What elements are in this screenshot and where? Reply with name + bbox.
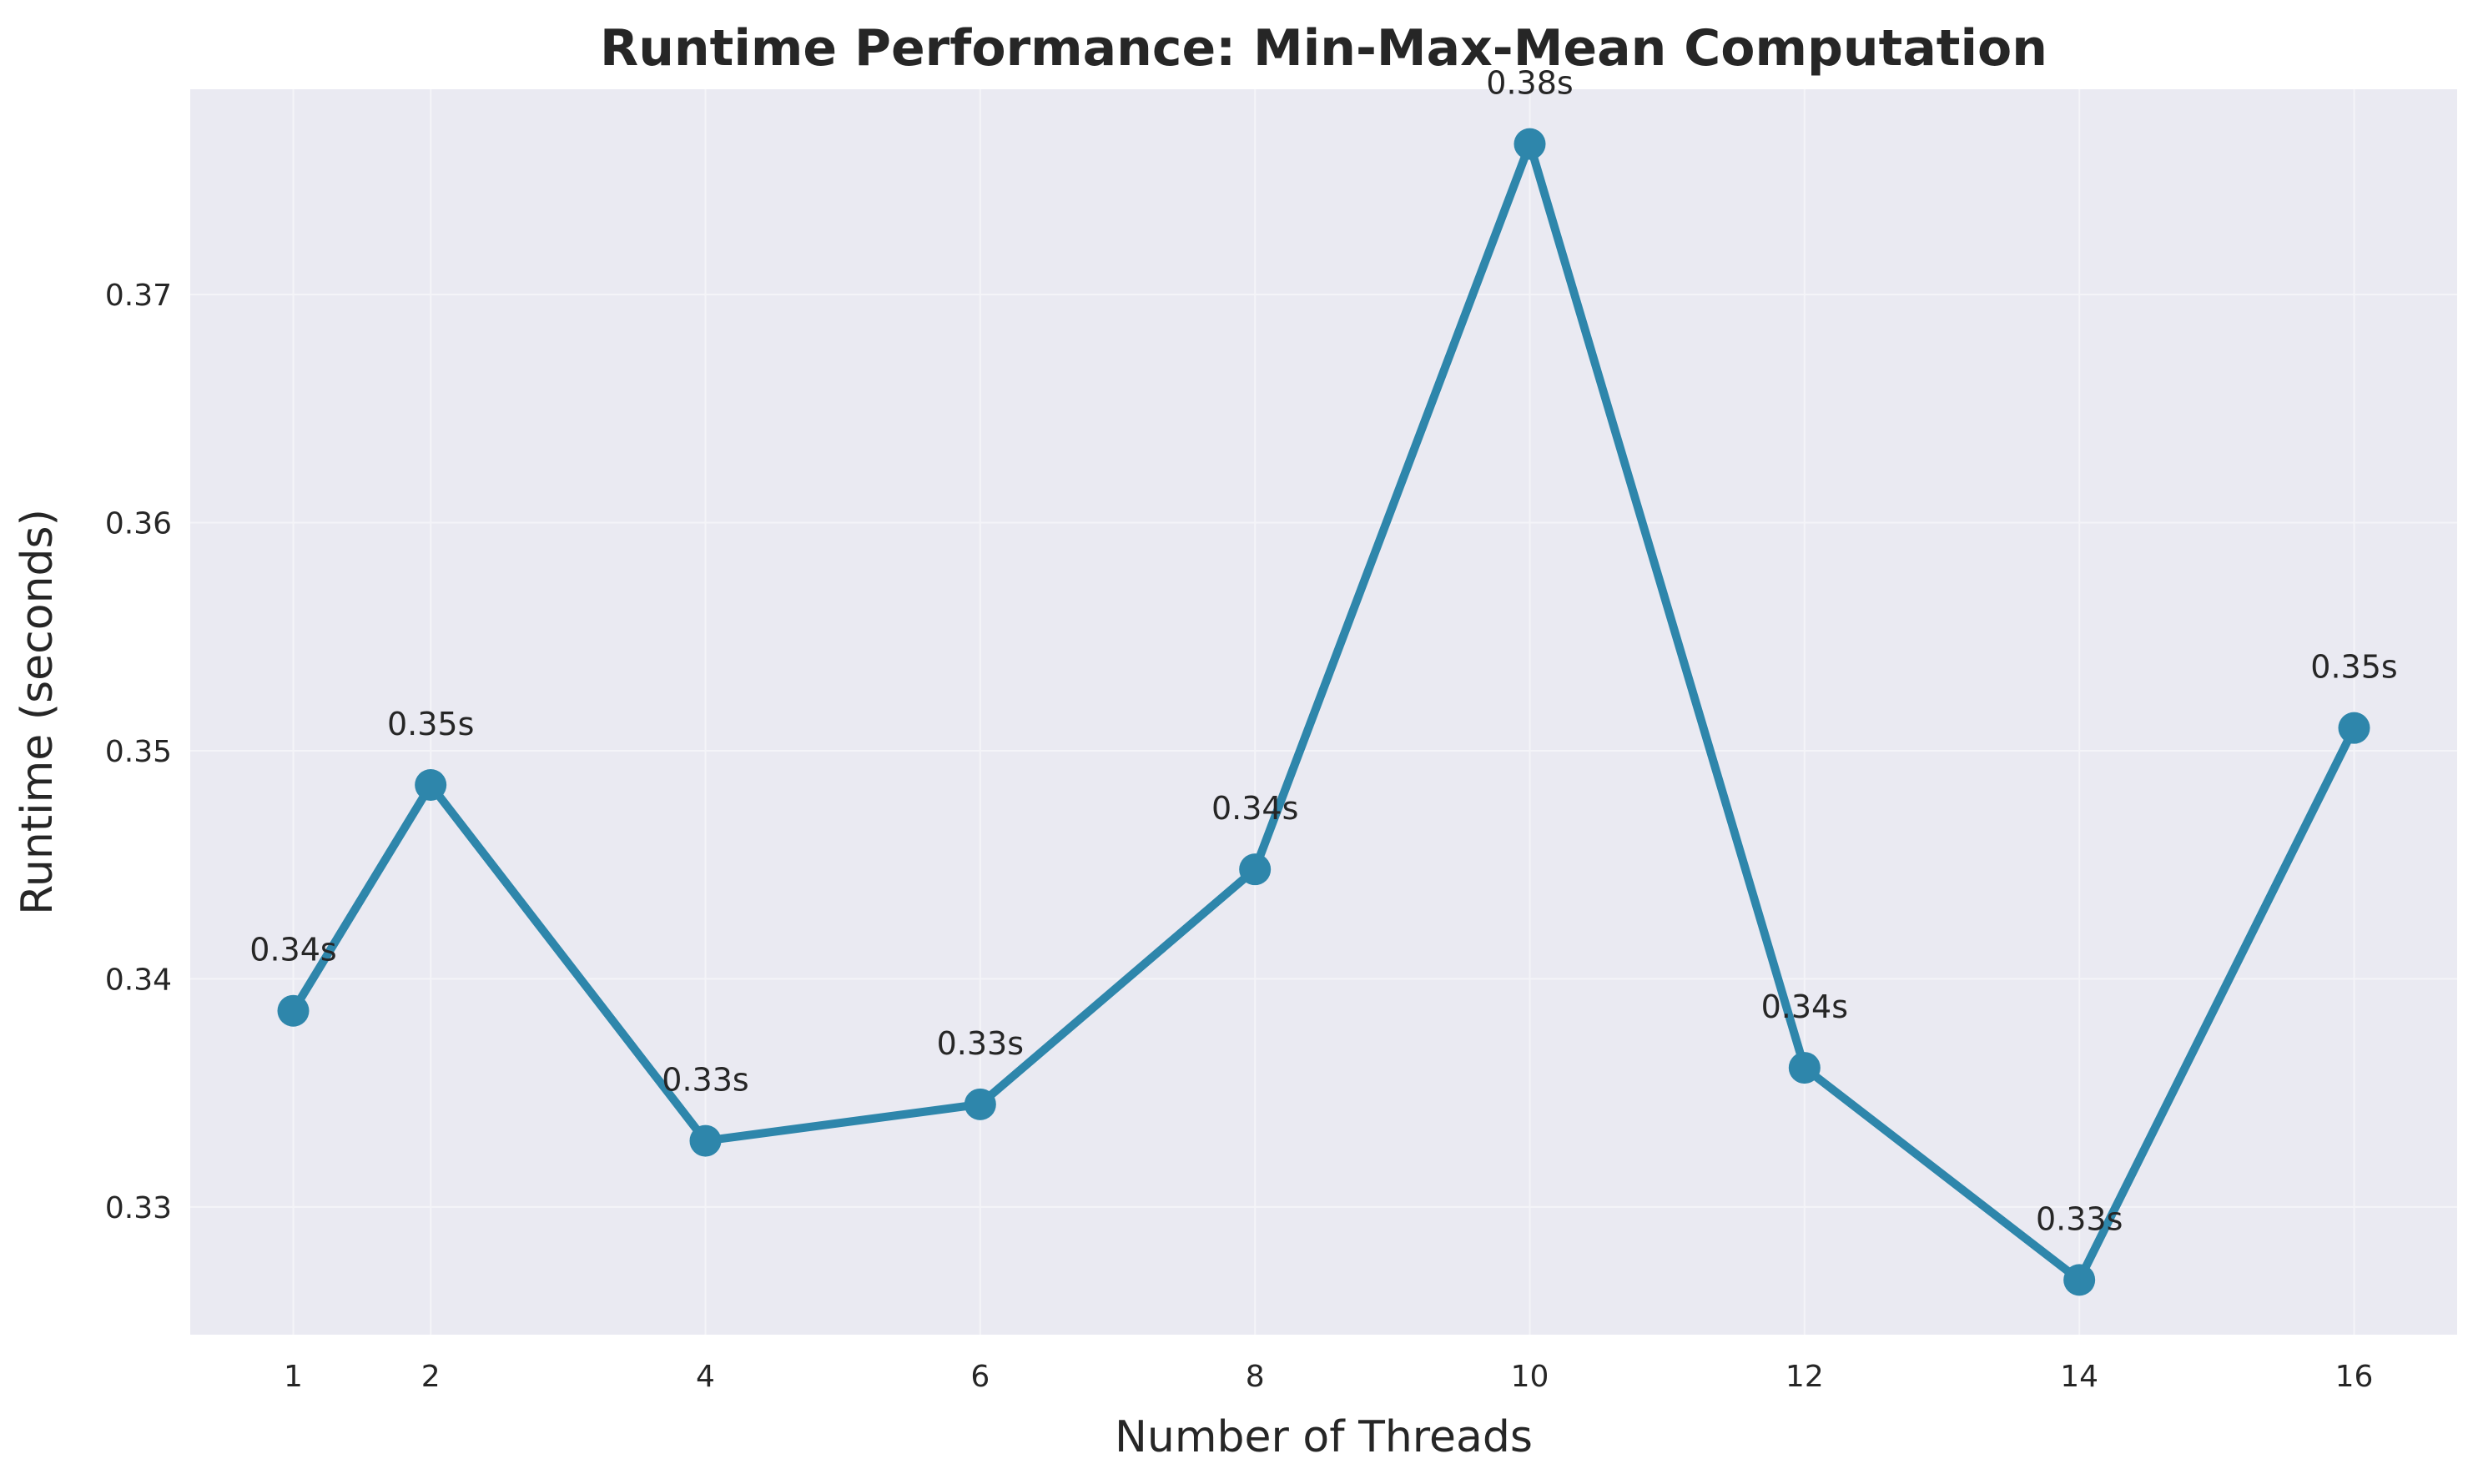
data-point — [277, 994, 310, 1027]
data-labels: 0.34s 0.35s 0.33s 0.33s 0.34s 0.38s 0.34s 0.33s… — [249, 65, 2397, 1238]
grid-lines — [190, 89, 2457, 1335]
data-label: 0.34s — [249, 932, 336, 968]
data-label: 0.33s — [937, 1025, 1024, 1062]
x-tick-label: 1 — [284, 1360, 303, 1394]
x-tick-label: 10 — [1511, 1360, 1549, 1394]
data-point — [1239, 853, 1272, 886]
data-point — [2063, 1264, 2096, 1296]
data-label: 0.35s — [2310, 649, 2397, 686]
x-tick-label: 14 — [2060, 1360, 2098, 1394]
data-label: 0.35s — [387, 706, 474, 742]
y-axis-label: Runtime (seconds) — [13, 509, 63, 915]
data-label: 0.33s — [662, 1062, 748, 1099]
data-label: 0.34s — [1211, 790, 1298, 827]
x-tick-label: 2 — [421, 1360, 441, 1394]
x-tick-label: 6 — [970, 1360, 990, 1394]
y-tick-label: 0.36 — [105, 507, 172, 541]
data-label: 0.33s — [2036, 1200, 2123, 1237]
data-point — [689, 1124, 722, 1157]
data-point — [964, 1088, 996, 1120]
y-tick-label: 0.34 — [105, 963, 172, 997]
x-tick-label: 12 — [1785, 1360, 1824, 1394]
x-tick-label: 4 — [696, 1360, 715, 1394]
y-tick-label: 0.37 — [105, 279, 172, 313]
x-tick-label: 8 — [1246, 1360, 1265, 1394]
chart-title: Runtime Performance: Min-Max-Mean Comput… — [600, 19, 2047, 78]
plot-area — [190, 89, 2457, 1335]
data-label: 0.34s — [1761, 988, 1848, 1025]
x-tick-label: 16 — [2335, 1360, 2374, 1394]
x-axis-label: Number of Threads — [1115, 1412, 1533, 1462]
data-points — [277, 128, 2370, 1296]
axis-ticks: 1 2 4 6 8 10 12 14 160.330.340.350.360.37 — [105, 279, 2374, 1394]
data-label: 0.38s — [1486, 65, 1573, 102]
data-point — [415, 769, 447, 802]
y-tick-label: 0.33 — [105, 1191, 172, 1225]
data-point — [1513, 128, 1546, 160]
data-point — [1788, 1052, 1821, 1084]
data-point — [2338, 712, 2370, 744]
y-tick-label: 0.35 — [105, 735, 172, 769]
